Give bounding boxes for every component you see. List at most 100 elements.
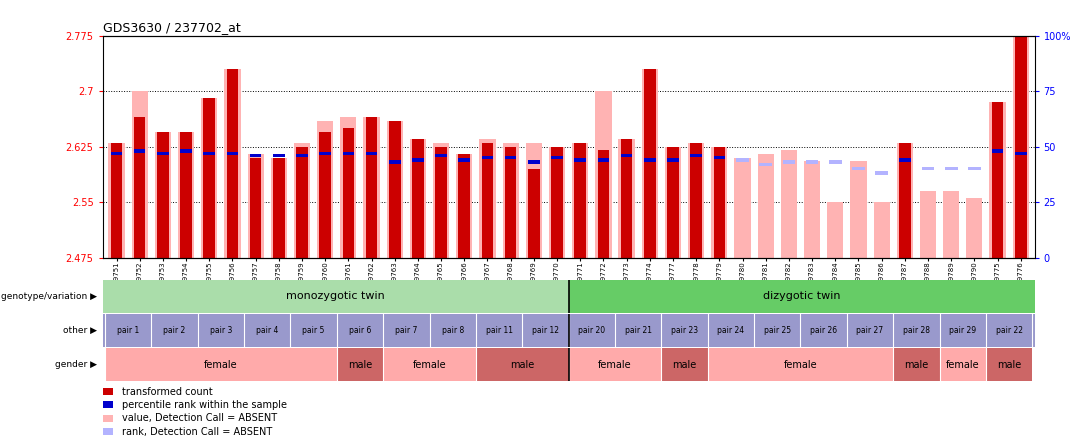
Bar (1015, 151, 1026, 155)
Bar (986, 348, 1032, 381)
Bar (551, 147, 563, 258)
Bar (665, 147, 681, 258)
Bar (227, 69, 239, 258)
Bar (318, 121, 334, 258)
Bar (435, 154, 447, 157)
Bar (707, 348, 893, 381)
Bar (134, 149, 146, 153)
Bar (105, 348, 337, 381)
Bar (737, 158, 748, 162)
Text: pair 28: pair 28 (903, 326, 930, 335)
Text: female: female (946, 360, 980, 370)
Bar (502, 143, 518, 258)
Bar (273, 154, 285, 157)
Bar (804, 161, 820, 258)
Text: genotype/variation ▶: genotype/variation ▶ (1, 292, 97, 301)
Bar (621, 139, 633, 258)
Bar (757, 154, 773, 258)
Bar (597, 150, 609, 258)
Bar (688, 143, 704, 258)
Text: male: male (510, 360, 535, 370)
Bar (225, 69, 241, 258)
Bar (201, 99, 217, 258)
Bar (111, 143, 122, 258)
Bar (528, 160, 540, 164)
Bar (989, 102, 1005, 258)
Bar (413, 158, 423, 162)
Bar (320, 132, 330, 258)
Text: female: female (598, 360, 632, 370)
Bar (340, 117, 356, 258)
Text: other ▶: other ▶ (64, 326, 97, 335)
Text: pair 4: pair 4 (256, 326, 279, 335)
Bar (480, 139, 496, 258)
Bar (366, 151, 377, 155)
Bar (1013, 36, 1029, 258)
Bar (921, 167, 934, 170)
Text: pair 21: pair 21 (624, 326, 651, 335)
Bar (642, 69, 658, 258)
Bar (409, 139, 426, 258)
Bar (249, 158, 261, 258)
Bar (203, 151, 215, 155)
Text: pair 11: pair 11 (486, 326, 513, 335)
Bar (783, 160, 795, 164)
Bar (154, 132, 171, 258)
Text: GDS3630 / 237702_at: GDS3630 / 237702_at (103, 21, 241, 34)
Bar (134, 117, 146, 258)
Bar (899, 143, 910, 258)
Bar (111, 151, 122, 155)
Bar (528, 169, 540, 258)
Bar (828, 160, 841, 164)
Bar (661, 348, 707, 381)
Bar (482, 156, 494, 159)
Bar (991, 149, 1003, 153)
Bar (132, 91, 148, 258)
Bar (1015, 36, 1026, 258)
Bar (690, 143, 702, 258)
Bar (178, 132, 194, 258)
Bar (781, 150, 797, 258)
Bar (108, 143, 124, 258)
Bar (366, 117, 377, 258)
Bar (476, 348, 568, 381)
Bar (690, 154, 702, 157)
Bar (157, 151, 168, 155)
Text: transformed count: transformed count (122, 387, 213, 396)
Bar (714, 147, 725, 258)
Text: percentile rank within the sample: percentile rank within the sample (122, 400, 287, 410)
Bar (504, 147, 516, 258)
Bar (435, 147, 447, 258)
Bar (203, 99, 215, 258)
Bar (827, 202, 843, 258)
Text: pair 7: pair 7 (395, 326, 418, 335)
Bar (644, 158, 656, 162)
Text: gender ▶: gender ▶ (55, 360, 97, 369)
Text: pair 20: pair 20 (578, 326, 606, 335)
Text: pair 5: pair 5 (302, 326, 325, 335)
Text: pair 2: pair 2 (163, 326, 186, 335)
Bar (712, 147, 728, 258)
Bar (575, 143, 586, 258)
Text: pair 27: pair 27 (856, 326, 883, 335)
Bar (734, 158, 751, 258)
Bar (549, 147, 565, 258)
Text: pair 22: pair 22 (996, 326, 1023, 335)
Bar (597, 158, 609, 162)
Bar (413, 139, 423, 258)
Text: female: female (204, 360, 238, 370)
Text: pair 3: pair 3 (210, 326, 232, 335)
Bar (180, 149, 192, 153)
Text: monozygotic twin: monozygotic twin (286, 291, 384, 301)
Bar (621, 154, 633, 157)
Bar (967, 198, 983, 258)
Text: female: female (413, 360, 446, 370)
Bar (504, 156, 516, 159)
Bar (459, 154, 470, 258)
Bar (296, 154, 308, 157)
Bar (294, 143, 310, 258)
Bar (940, 348, 986, 381)
Bar (644, 69, 656, 258)
Bar (342, 128, 354, 258)
Bar (103, 280, 568, 313)
